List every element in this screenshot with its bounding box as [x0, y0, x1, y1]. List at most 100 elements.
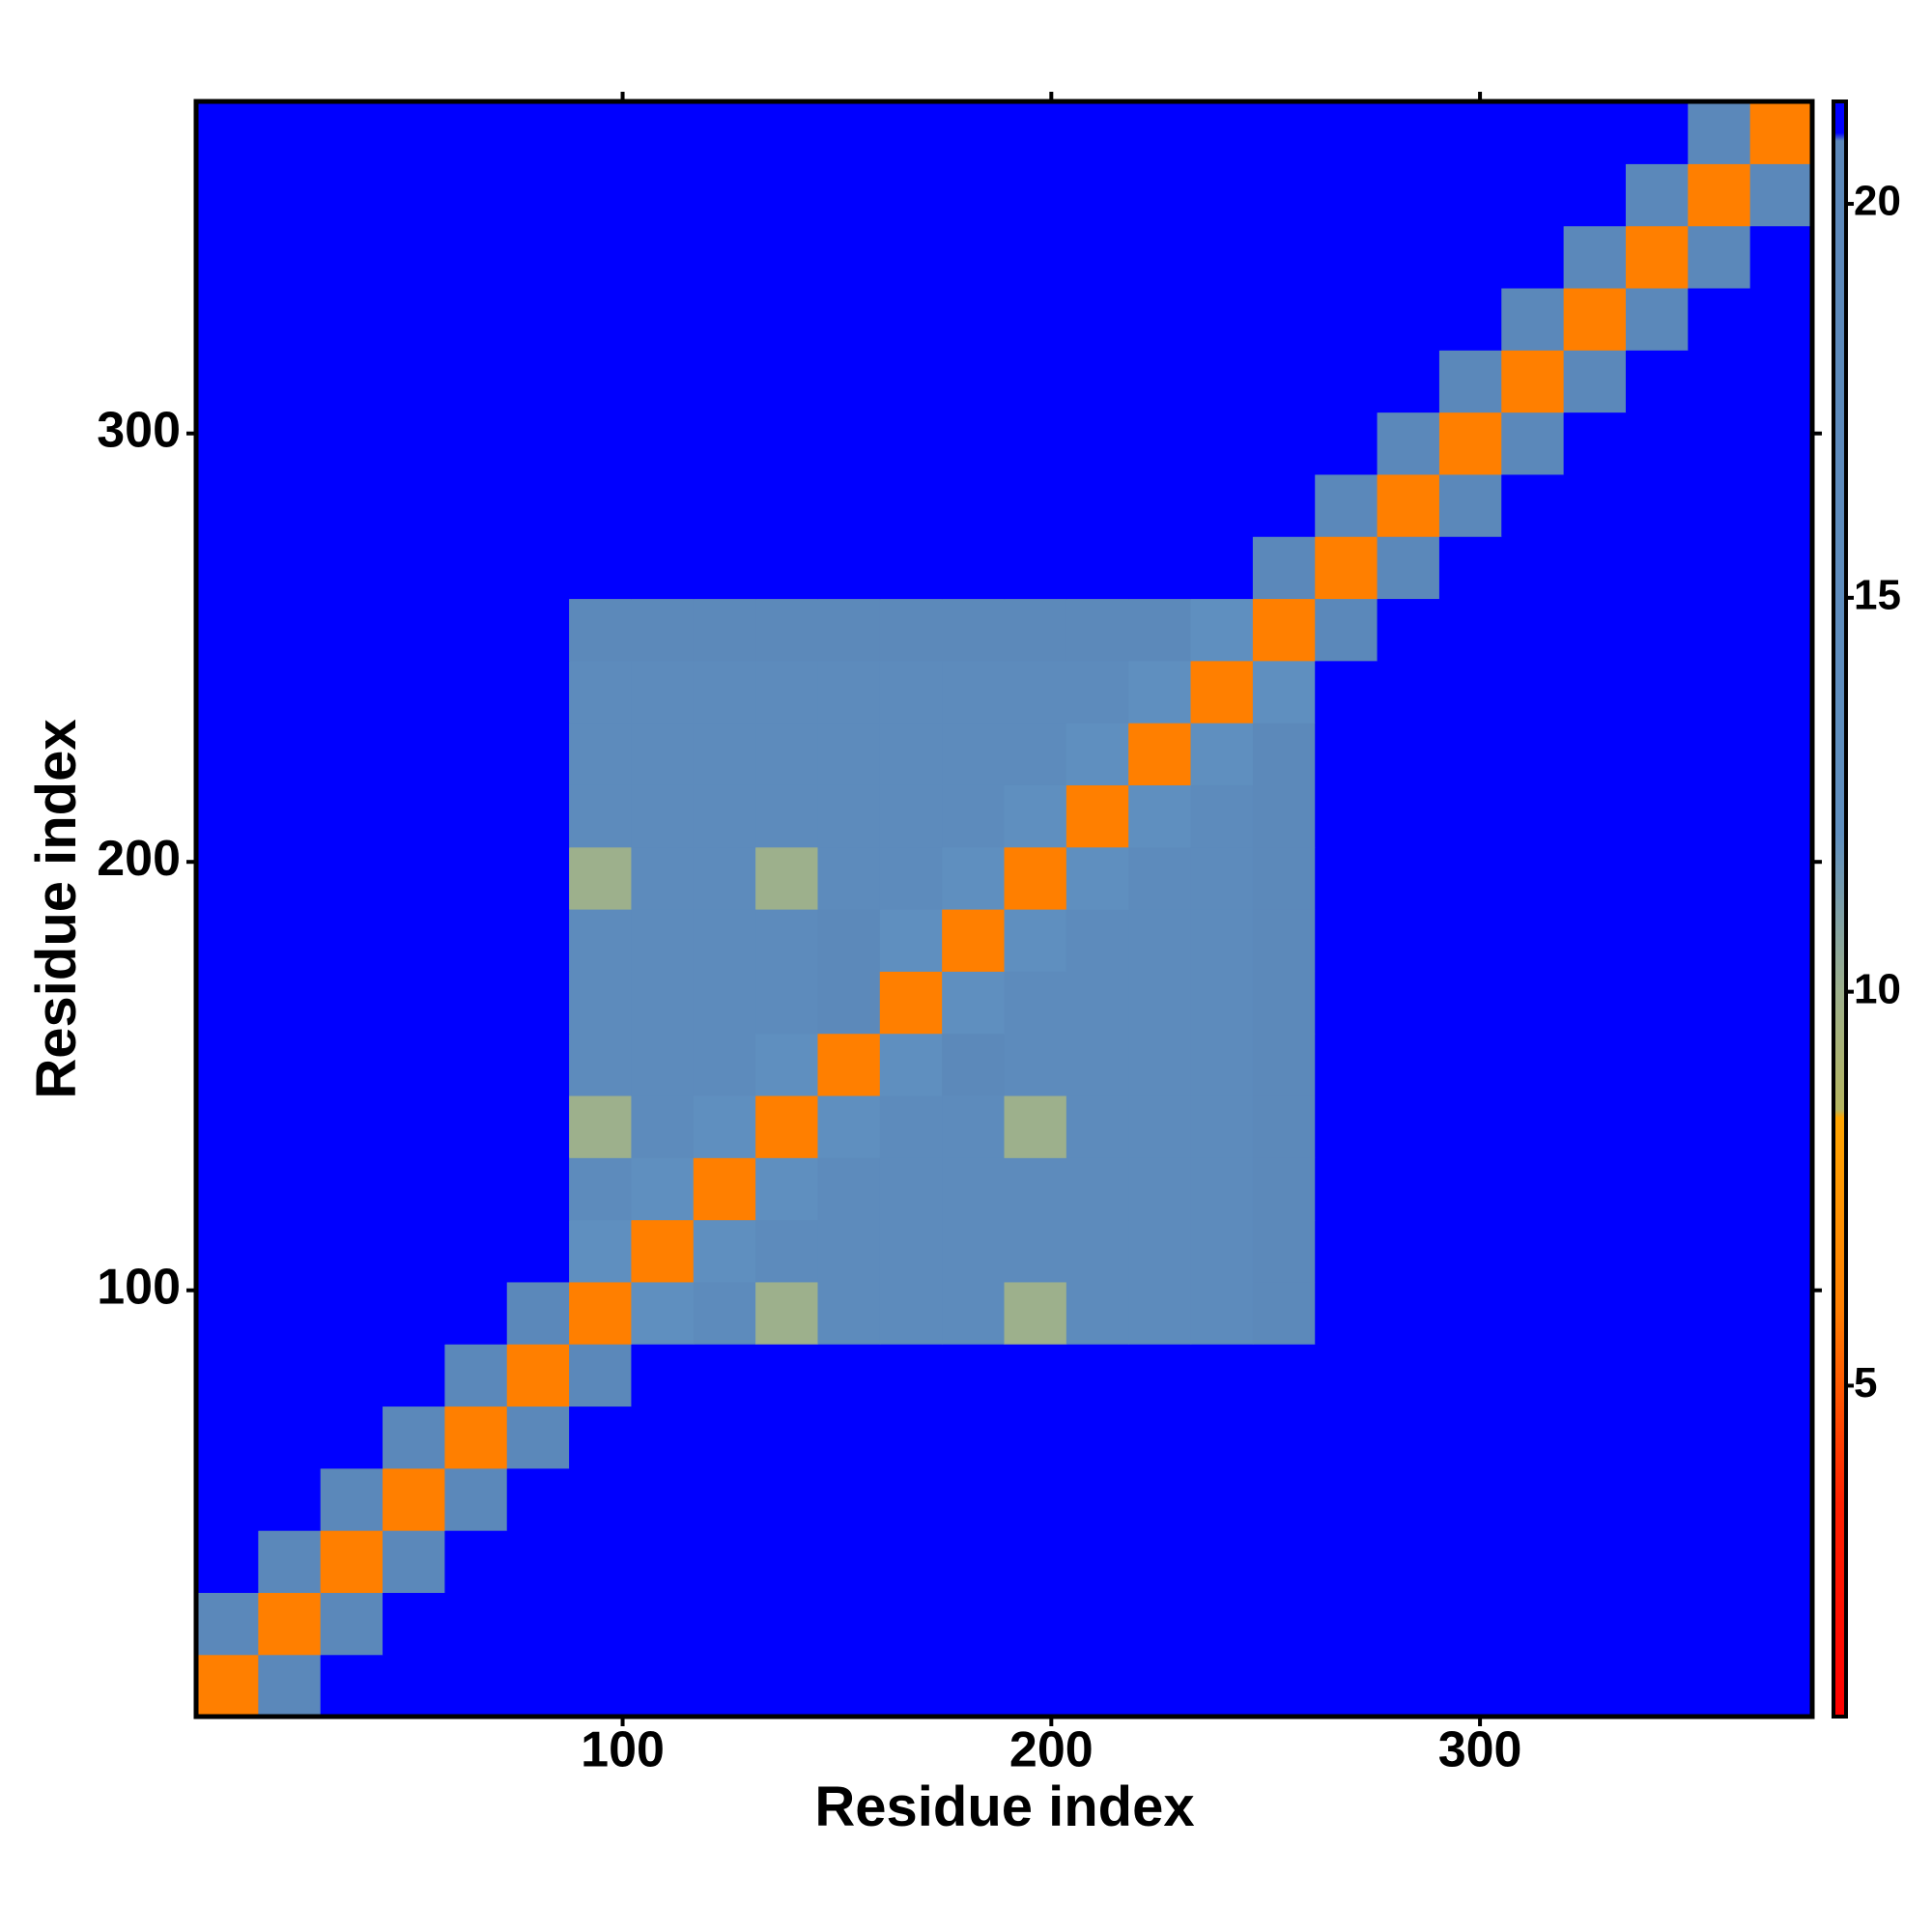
cell [1749, 1094, 1813, 1158]
cell [1315, 660, 1378, 724]
cell [196, 225, 259, 289]
cell [1065, 1592, 1129, 1656]
cell [1501, 163, 1565, 227]
cell [506, 163, 570, 227]
cell [1004, 1530, 1067, 1593]
cell [258, 1281, 322, 1345]
cell [1501, 1467, 1565, 1531]
cell [755, 1654, 819, 1718]
cell [1749, 412, 1813, 475]
cell [693, 723, 756, 785]
cell [444, 1344, 508, 1407]
cell [942, 1094, 1006, 1158]
cell [444, 1406, 508, 1469]
cell [1749, 225, 1813, 289]
cell [1563, 350, 1627, 413]
cell [1065, 350, 1129, 413]
cell [1625, 536, 1689, 600]
cell [320, 163, 384, 227]
cell [1563, 412, 1627, 475]
cell [444, 163, 508, 227]
cell [258, 163, 322, 227]
cell [383, 1281, 445, 1345]
cell [942, 287, 1006, 351]
cell [942, 971, 1006, 1035]
cell [444, 723, 508, 785]
heatmap [196, 101, 1813, 1718]
cell [1501, 1406, 1565, 1469]
cell [1688, 660, 1751, 724]
cell [693, 1094, 756, 1158]
cell [196, 784, 259, 848]
cell [817, 412, 881, 475]
cell [383, 1219, 445, 1283]
cell [1128, 350, 1192, 413]
cell [1315, 598, 1378, 662]
cell [1438, 412, 1502, 475]
cell [1625, 1033, 1689, 1096]
colorbar-tick-label: 10 [1854, 965, 1901, 1012]
cell [817, 723, 881, 785]
cell [1377, 598, 1440, 662]
cell [1501, 1219, 1565, 1283]
cell [1563, 1406, 1627, 1469]
cell [942, 1219, 1006, 1283]
cell [1377, 846, 1440, 910]
cell [1128, 163, 1192, 227]
cell [1563, 473, 1627, 537]
cell [258, 1592, 322, 1656]
cell [755, 287, 819, 351]
cell [444, 909, 508, 972]
cell [1438, 1281, 1502, 1345]
cell [1688, 1467, 1751, 1531]
cell [631, 909, 695, 972]
cell [1004, 350, 1067, 413]
cell [1625, 225, 1689, 289]
cell [444, 660, 508, 724]
cell [1688, 723, 1751, 785]
cell [1438, 1467, 1502, 1531]
cell [1315, 971, 1378, 1035]
cell [320, 1467, 384, 1531]
cell [383, 1094, 445, 1158]
cell [1065, 1094, 1129, 1158]
cell [1625, 846, 1689, 910]
cell [1688, 1530, 1751, 1593]
cell [631, 1592, 695, 1656]
cell [631, 1281, 695, 1345]
cell [320, 971, 384, 1035]
cell [196, 1033, 259, 1096]
cell [1377, 1344, 1440, 1407]
cell [755, 350, 819, 413]
cell [1252, 1654, 1316, 1718]
cell [506, 412, 570, 475]
cell [879, 1530, 943, 1593]
cell [1749, 1654, 1813, 1718]
cell [817, 1592, 881, 1656]
cell [942, 1530, 1006, 1593]
cell [693, 412, 756, 475]
cell [1128, 909, 1192, 972]
cell [755, 723, 819, 785]
cell [879, 287, 943, 351]
cell [444, 101, 508, 164]
cell [320, 412, 384, 475]
cell [1065, 971, 1129, 1035]
cell [631, 1033, 695, 1096]
cell [817, 971, 881, 1035]
cell [320, 1344, 384, 1407]
cell [1315, 1344, 1378, 1407]
cell [569, 412, 633, 475]
cell [444, 1219, 508, 1283]
cell [506, 350, 570, 413]
cell [1749, 1157, 1813, 1221]
cell [817, 598, 881, 662]
cell [942, 1281, 1006, 1345]
cell [631, 287, 695, 351]
cell [1065, 1157, 1129, 1221]
cell [693, 909, 756, 972]
cell [879, 1406, 943, 1469]
cell [1438, 1157, 1502, 1221]
cell [569, 1406, 633, 1469]
cell [631, 1344, 695, 1407]
